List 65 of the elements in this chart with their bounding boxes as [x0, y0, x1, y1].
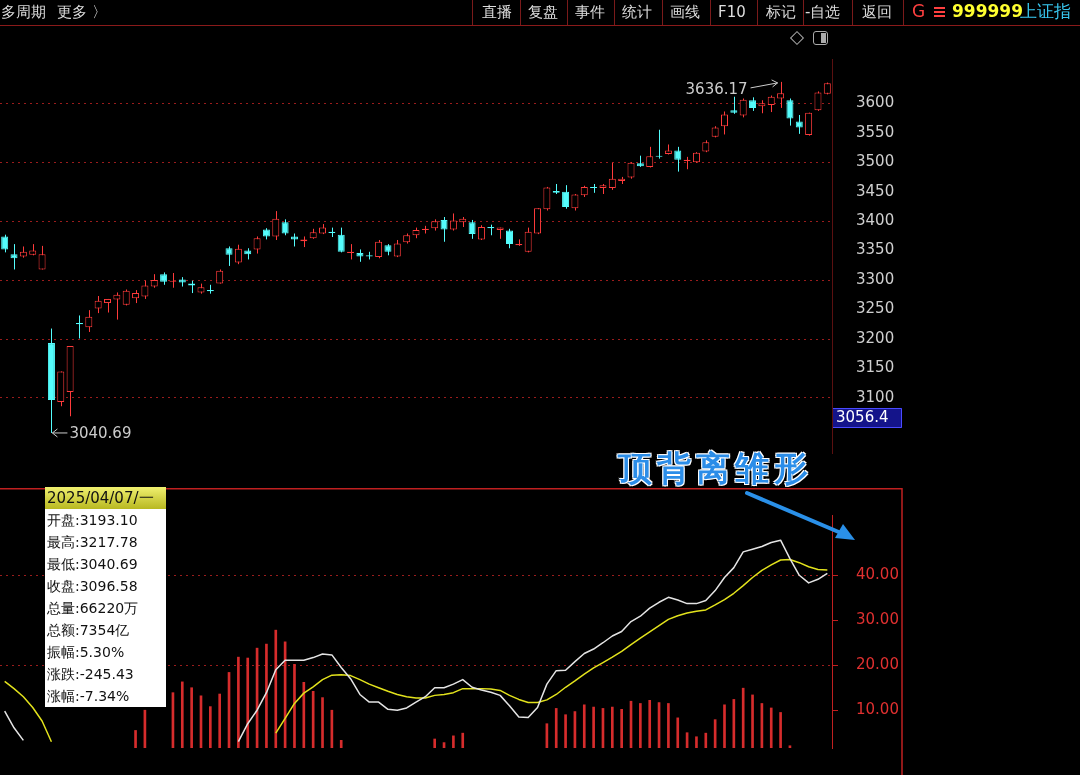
- text: 统计: [622, 3, 652, 21]
- annotation: 最高:3217.78: [46, 533, 139, 552]
- text: -自选: [805, 3, 841, 21]
- candlestick: [674, 146, 682, 173]
- candlestick: [608, 162, 616, 191]
- candlestick: [795, 114, 803, 135]
- candlestick: [141, 280, 149, 300]
- y-tick-label: 3200: [856, 328, 895, 347]
- text: 3056.4: [836, 407, 889, 426]
- y-tick-label: 3400: [856, 211, 895, 230]
- candlestick: [468, 219, 476, 240]
- annotation: 涨跌:-245.43: [46, 665, 135, 684]
- y-tick-label: 3550: [856, 122, 895, 141]
- candlestick: [375, 239, 383, 259]
- text: 复盘: [528, 3, 558, 21]
- y-tick-label: 3150: [856, 358, 895, 377]
- candlestick: [440, 216, 448, 243]
- text: 标记: [766, 3, 796, 21]
- text: 2025/04/07/一: [45, 487, 166, 509]
- annotation: 总额:7354亿: [46, 621, 131, 640]
- text: 更多 〉: [57, 3, 107, 21]
- annotation: 最低:3040.69: [46, 555, 139, 574]
- candlestick: [524, 227, 532, 253]
- candlestick: [543, 186, 551, 212]
- candlestick: [113, 291, 121, 321]
- y-tick-label: 3250: [856, 299, 895, 318]
- candlestick: [337, 227, 345, 253]
- text: G: [912, 1, 926, 21]
- y-tick-label: 3100: [856, 387, 895, 406]
- annotation: 振幅:5.30%: [46, 643, 126, 662]
- y-tick-label: 3500: [856, 152, 895, 171]
- y-tick-label: 3600: [856, 93, 895, 112]
- y-tick-label: 3350: [856, 240, 895, 259]
- text: 画线: [670, 3, 700, 21]
- candlestick: [814, 90, 822, 112]
- y-tick-label: 10.00: [856, 700, 899, 719]
- candlestick: [562, 184, 570, 210]
- y-tick-label: 20.00: [856, 655, 899, 674]
- text: F10: [718, 3, 746, 21]
- candlestick: [505, 228, 513, 249]
- candlestick: [225, 245, 233, 267]
- text: 事件: [575, 3, 605, 21]
- y-tick-label: 3450: [856, 181, 895, 200]
- text: 返回: [862, 3, 892, 21]
- text: 多周期: [1, 3, 46, 21]
- candlestick: [234, 244, 242, 265]
- candlestick: [777, 81, 785, 109]
- y-tick-label: 30.00: [856, 610, 899, 629]
- text: 直播: [482, 3, 512, 21]
- annotation: 3040.69: [69, 423, 132, 442]
- text: 上证指: [1020, 1, 1071, 21]
- candlestick: [720, 110, 728, 135]
- annotation: 3636.17: [685, 79, 748, 98]
- annotation: 收盘:3096.58: [46, 577, 139, 596]
- candlestick: [272, 210, 280, 241]
- y-tick-label: 3300: [856, 269, 895, 288]
- candlestick: [85, 309, 93, 333]
- annotation: 涨幅:-7.34%: [46, 687, 131, 706]
- annotation: 顶背离雏形: [618, 447, 813, 490]
- candlestick: [739, 98, 747, 118]
- annotation: 总量:66220万: [46, 599, 140, 618]
- candlestick: [786, 98, 794, 127]
- candlestick: [10, 243, 18, 270]
- annotation: 开盘:3193.10: [46, 511, 139, 530]
- y-tick-label: 40.00: [856, 565, 899, 584]
